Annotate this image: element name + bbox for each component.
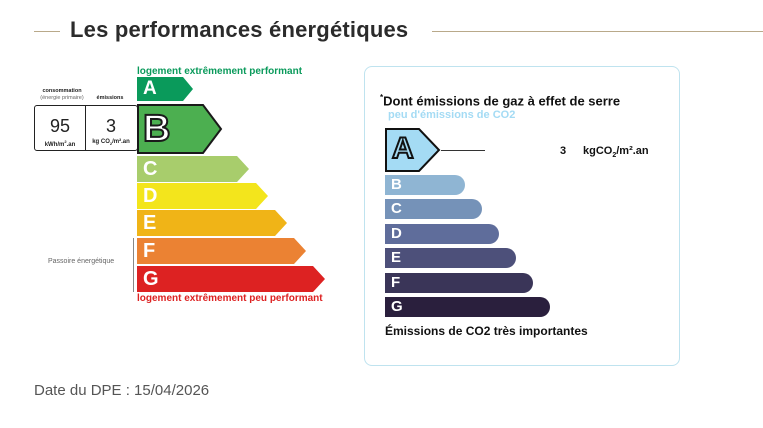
dpe-bar-shape-f	[137, 238, 306, 264]
ges-panel	[364, 66, 680, 366]
dpe-bar-shape-d	[137, 183, 268, 209]
ges-class-bar-c: C	[385, 199, 482, 219]
dpe-values-box: 95 kWh/m2.an 3 kg CO2/m².an	[34, 105, 138, 151]
ges-class-letter-a: A	[391, 131, 415, 166]
dpe-class-bar-f: F	[137, 238, 306, 264]
dpe-class-letter-d: D	[143, 185, 158, 207]
dpe-class-letter-f: F	[143, 240, 156, 262]
ges-class-bar-g: G	[385, 297, 550, 317]
dpe-bar-shape-g	[137, 266, 325, 292]
ges-class-letter-f: F	[391, 274, 401, 291]
consumption-unit: kWh/m2.an	[44, 139, 76, 148]
ges-bar-shape-g	[385, 297, 550, 317]
header-rule-left	[34, 31, 60, 32]
consumption-label: consommation (énergie primaire)	[40, 88, 84, 101]
dpe-class-bar-e: E	[137, 210, 287, 236]
ges-class-letter-b: B	[391, 176, 402, 193]
ges-bar-shape-d	[385, 224, 499, 244]
ges-bar-shape-e	[385, 248, 516, 268]
dpe-class-letter-g: G	[143, 268, 159, 290]
ges-bar-shape-c	[385, 199, 482, 219]
ges-class-letter-d: D	[391, 225, 402, 242]
ges-unit: kgCO2/m².an	[583, 145, 649, 160]
dpe-class-letter-c: C	[143, 158, 158, 180]
dpe-class-bar-c: C	[137, 156, 249, 182]
dpe-bar-shape-a	[137, 77, 193, 101]
emissions-label: émissions	[96, 95, 124, 101]
ges-class-letter-e: E	[391, 249, 402, 266]
ges-bar-shape-a	[385, 128, 441, 172]
ges-class-bar-e: E	[385, 248, 516, 268]
ges-title: *Dont émissions de gaz à effet de serre	[380, 93, 621, 109]
values-divider	[85, 106, 86, 150]
dpe-label: logement extrêmement performant consomma…	[0, 0, 340, 310]
ges-bar-shape-f	[385, 273, 533, 293]
ges-class-bar-f: F	[385, 273, 533, 293]
emissions-value: 3	[105, 116, 116, 136]
passoire-bracket	[133, 238, 134, 292]
page-title: Les performances énergétiques	[70, 17, 409, 42]
dpe-class-bar-a: A	[137, 77, 193, 101]
header-rule-right	[432, 31, 763, 32]
dpe-class-letter-e: E	[143, 212, 157, 234]
ges-value: 3	[560, 145, 567, 157]
dpe-bar-shape-e	[137, 210, 287, 236]
ges-class-bar-b: B	[385, 175, 465, 195]
dpe-class-bar-g: G	[137, 266, 325, 292]
ges-subtitle: peu d'émissions de CO2	[388, 109, 516, 121]
ges-class-bar-d: D	[385, 224, 499, 244]
passoire-label: Passoire énergétique	[48, 258, 115, 265]
emissions-unit: kg CO2/m².an	[92, 139, 130, 147]
ges-class-letter-c: C	[391, 200, 402, 217]
ges-class-bar-a: A	[385, 128, 441, 172]
ges-pointer-line	[441, 150, 485, 151]
dpe-caption-bottom: logement extrêmement peu performant	[137, 293, 323, 304]
dpe-date: Date du DPE : 15/04/2026	[34, 382, 210, 399]
dpe-bar-shape-b	[137, 104, 223, 154]
dpe-class-bar-d: D	[137, 183, 268, 209]
dpe-class-bar-b: B	[137, 104, 223, 154]
dpe-bar-shape-c	[137, 156, 249, 182]
dpe-caption-top: logement extrêmement performant	[137, 66, 303, 77]
ges-footer: Émissions de CO2 très importantes	[385, 324, 588, 338]
ges-bar-shape-b	[385, 175, 465, 195]
dpe-class-letter-b: B	[142, 107, 171, 151]
consumption-value: 95	[49, 116, 71, 136]
ges-class-letter-g: G	[391, 298, 403, 315]
dpe-class-letter-a: A	[143, 78, 157, 99]
